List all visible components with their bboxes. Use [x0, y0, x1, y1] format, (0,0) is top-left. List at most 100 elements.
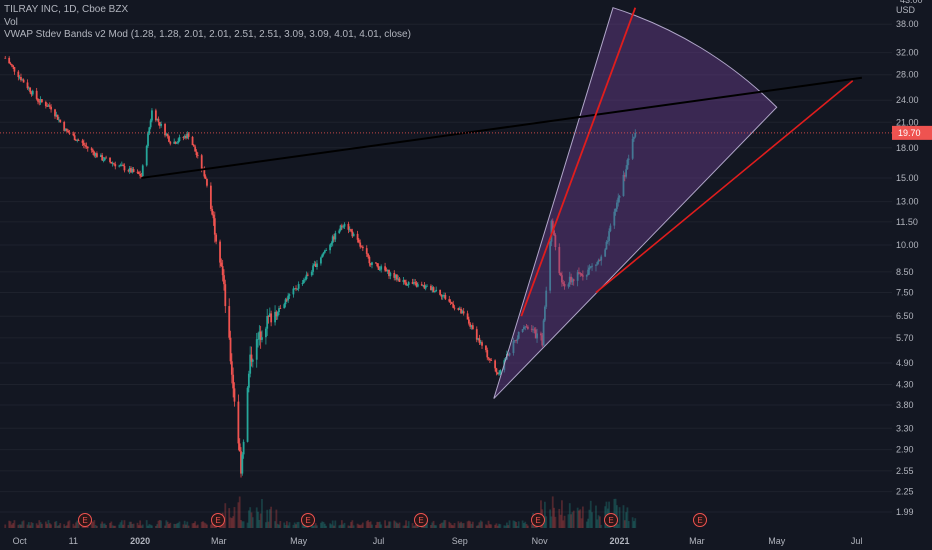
volume-bar [347, 525, 350, 528]
earnings-marker-label: E [305, 516, 310, 525]
candle-body [200, 155, 203, 170]
volume-bar [496, 525, 499, 528]
volume-indicator-label[interactable]: Vol [4, 16, 18, 28]
candle-body [625, 169, 628, 177]
earnings-marker[interactable]: E [211, 513, 225, 527]
volume-bar [38, 520, 41, 528]
candle-body [166, 133, 169, 137]
volume-bar [140, 525, 143, 528]
candle-body [542, 320, 545, 346]
candle-body [101, 155, 104, 161]
candle-body [517, 331, 520, 339]
volume-bar [440, 522, 443, 528]
candle-body [515, 340, 517, 341]
earnings-marker[interactable]: E [604, 513, 618, 527]
earnings-marker[interactable]: E [301, 513, 315, 527]
candle-body [499, 370, 502, 374]
volume-bar [187, 525, 190, 528]
candle-body [47, 105, 50, 107]
volume-bar [301, 521, 304, 528]
candle-body [22, 79, 25, 83]
volume-bar [470, 523, 473, 528]
volume-bar [572, 510, 575, 528]
volume-bar [76, 520, 79, 528]
volume-bar [93, 520, 96, 528]
volume-bar [503, 525, 506, 528]
volume-bar [110, 521, 113, 528]
earnings-marker[interactable]: E [414, 513, 428, 527]
candle-body [84, 145, 87, 146]
volume-bar [499, 524, 502, 528]
candle-body [132, 169, 135, 172]
volume-bar [378, 521, 381, 528]
candle-body [352, 233, 355, 237]
candle-body [55, 114, 58, 117]
candle-body [415, 282, 418, 287]
candle-body [310, 271, 313, 276]
candle-body [495, 368, 498, 373]
candle-body [394, 274, 397, 278]
earnings-marker[interactable]: E [693, 513, 707, 527]
volume-bar [333, 525, 335, 528]
candle-body [241, 454, 244, 474]
volume-bar [488, 524, 491, 528]
candle-body [323, 250, 326, 253]
candle-body [94, 153, 97, 156]
candle-body [393, 272, 396, 278]
candle-body [118, 165, 121, 167]
volume-bar [255, 507, 258, 528]
candle-body [361, 246, 364, 249]
candle-body [523, 326, 525, 330]
volume-bar [279, 521, 282, 528]
candle-body [209, 185, 212, 209]
candle-body [597, 260, 600, 263]
candle-body [105, 157, 107, 159]
candle-body [600, 256, 603, 261]
volume-bar [204, 523, 207, 528]
volume-bar [613, 498, 616, 528]
vwap-indicator-label[interactable]: VWAP Stdev Bands v2 Mod (1.28, 1.28, 2.0… [4, 29, 411, 40]
volume-bar [29, 525, 32, 528]
candle-body [8, 57, 11, 64]
drawings[interactable] [141, 7, 863, 399]
volume-bar [485, 524, 487, 528]
volume-bar [475, 525, 478, 528]
candle-body [264, 328, 267, 338]
volume-bar [77, 520, 80, 528]
volume-bar [293, 522, 296, 528]
volume-bar [405, 520, 407, 528]
volume-bar [369, 521, 372, 528]
time-tick-label: Mar [689, 536, 705, 546]
volume-bar [435, 525, 438, 528]
volume-bar [139, 520, 142, 528]
volume-bar [168, 524, 170, 528]
candle-body [496, 372, 499, 375]
volume-bar [67, 521, 70, 528]
candle-body [550, 220, 553, 242]
candle-body [424, 285, 427, 289]
candle-body [613, 211, 616, 226]
volume-bar [561, 500, 563, 528]
volume-bar [481, 521, 483, 528]
time-axis[interactable]: Oct 11 2020 Mar May Jul Sep Nov 2021 Mar May Jul [0, 528, 932, 550]
candle-body [591, 265, 593, 267]
candle-body [148, 127, 151, 134]
volume-bar [118, 524, 121, 528]
earnings-marker[interactable]: E [531, 513, 545, 527]
time-tick-label: 2021 [610, 536, 630, 546]
volume-bar [127, 525, 130, 528]
earnings-marker[interactable]: E [78, 513, 92, 527]
candle-body [443, 294, 445, 296]
earnings-marker-circle [211, 513, 225, 527]
candle-body [76, 140, 79, 141]
candle-body [616, 202, 618, 209]
candle-body [75, 140, 77, 141]
candle-body [13, 67, 16, 72]
volume-bar [203, 522, 206, 528]
symbol-title[interactable]: TILRAY INC, 1D, Cboe BZX [4, 4, 129, 15]
candle-body [285, 299, 288, 301]
